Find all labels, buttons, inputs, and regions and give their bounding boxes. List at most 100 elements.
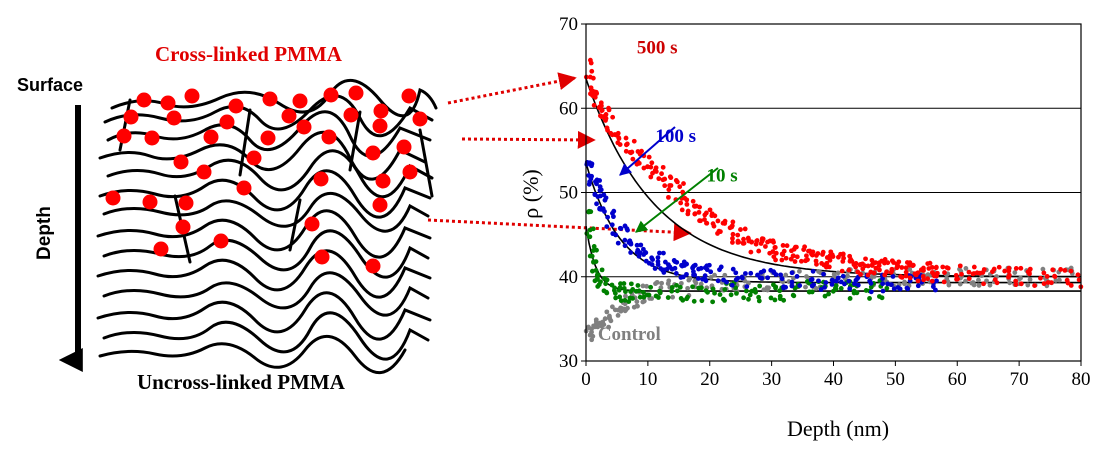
- data-point: [802, 244, 808, 250]
- data-point: [930, 284, 936, 290]
- data-point: [669, 285, 675, 290]
- data-point: [744, 284, 750, 290]
- data-point: [1052, 273, 1057, 279]
- data-point: [597, 178, 603, 183]
- data-point: [741, 240, 747, 246]
- data-point: [877, 267, 882, 273]
- data-point: [696, 266, 702, 272]
- data-point: [885, 281, 891, 287]
- data-point: [613, 295, 619, 301]
- data-point: [634, 250, 640, 255]
- data-point: [699, 298, 705, 304]
- data-point: [593, 317, 599, 323]
- data-point: [907, 275, 913, 281]
- data-point: [838, 286, 844, 291]
- data-point: [778, 272, 784, 278]
- data-point: [899, 274, 905, 280]
- data-point: [879, 295, 885, 301]
- data-point: [653, 169, 659, 174]
- data-point: [728, 292, 734, 298]
- data-point: [831, 271, 837, 277]
- data-point: [889, 268, 895, 273]
- data-point: [603, 111, 609, 117]
- data-point: [822, 293, 828, 299]
- data-point: [656, 176, 662, 182]
- data-point: [934, 273, 939, 279]
- data-point: [1040, 266, 1046, 272]
- data-point: [971, 282, 977, 288]
- data-point: [599, 114, 605, 120]
- data-point: [755, 272, 760, 278]
- data-point: [734, 290, 739, 296]
- data-point: [797, 268, 802, 274]
- annotation-label: 500 s: [637, 37, 678, 58]
- data-point: [777, 293, 783, 299]
- data-point: [678, 280, 684, 286]
- data-point: [618, 298, 624, 304]
- data-point: [1013, 282, 1019, 288]
- data-point: [858, 261, 863, 267]
- data-point: [660, 164, 666, 170]
- data-point: [598, 193, 603, 199]
- data-point: [588, 60, 594, 66]
- data-point: [710, 286, 716, 292]
- data-point: [626, 299, 632, 305]
- data-point: [824, 260, 830, 266]
- data-point: [604, 224, 610, 230]
- data-point: [921, 268, 926, 273]
- x-tick-label: 30: [762, 369, 781, 390]
- data-point: [641, 294, 647, 300]
- data-point: [794, 254, 800, 260]
- data-point: [915, 283, 921, 289]
- data-point: [690, 284, 695, 290]
- data-point: [880, 276, 885, 281]
- data-point: [599, 108, 605, 114]
- data-point: [721, 296, 726, 302]
- series-100-s: [584, 159, 939, 295]
- data-point: [1002, 268, 1008, 274]
- data-point: [661, 270, 667, 275]
- data-point: [603, 281, 609, 287]
- data-point: [615, 312, 621, 318]
- data-point: [1007, 280, 1013, 286]
- data-point: [847, 253, 853, 259]
- data-point: [1041, 270, 1047, 276]
- data-point: [684, 261, 690, 267]
- data-point: [981, 267, 987, 272]
- data-point: [602, 316, 608, 322]
- data-point: [933, 264, 939, 270]
- data-point: [819, 261, 825, 266]
- data-point: [649, 262, 655, 267]
- data-point: [873, 265, 879, 271]
- data-point: [587, 227, 593, 233]
- data-point: [966, 269, 972, 275]
- data-point: [793, 244, 799, 250]
- data-point: [868, 280, 874, 286]
- data-point: [673, 178, 679, 183]
- data-point: [829, 281, 835, 287]
- data-point: [813, 286, 819, 291]
- data-point: [704, 263, 710, 269]
- data-point: [741, 295, 747, 301]
- data-point: [899, 265, 905, 270]
- data-point: [889, 282, 894, 288]
- data-point: [605, 214, 611, 220]
- data-point: [589, 163, 594, 169]
- data-point: [984, 278, 989, 284]
- data-point: [1027, 277, 1033, 283]
- data-point: [942, 270, 947, 275]
- data-point: [587, 253, 593, 259]
- data-point: [821, 271, 826, 277]
- data-point: [722, 272, 728, 278]
- data-point: [882, 257, 888, 262]
- data-point: [1038, 275, 1043, 281]
- data-point: [882, 260, 887, 266]
- data-point: [635, 303, 640, 309]
- data-point: [606, 107, 612, 113]
- data-point: [852, 281, 857, 287]
- data-point: [884, 285, 890, 291]
- data-point: [618, 281, 623, 287]
- data-point: [702, 273, 708, 279]
- data-point: [695, 276, 701, 281]
- data-point: [934, 278, 939, 284]
